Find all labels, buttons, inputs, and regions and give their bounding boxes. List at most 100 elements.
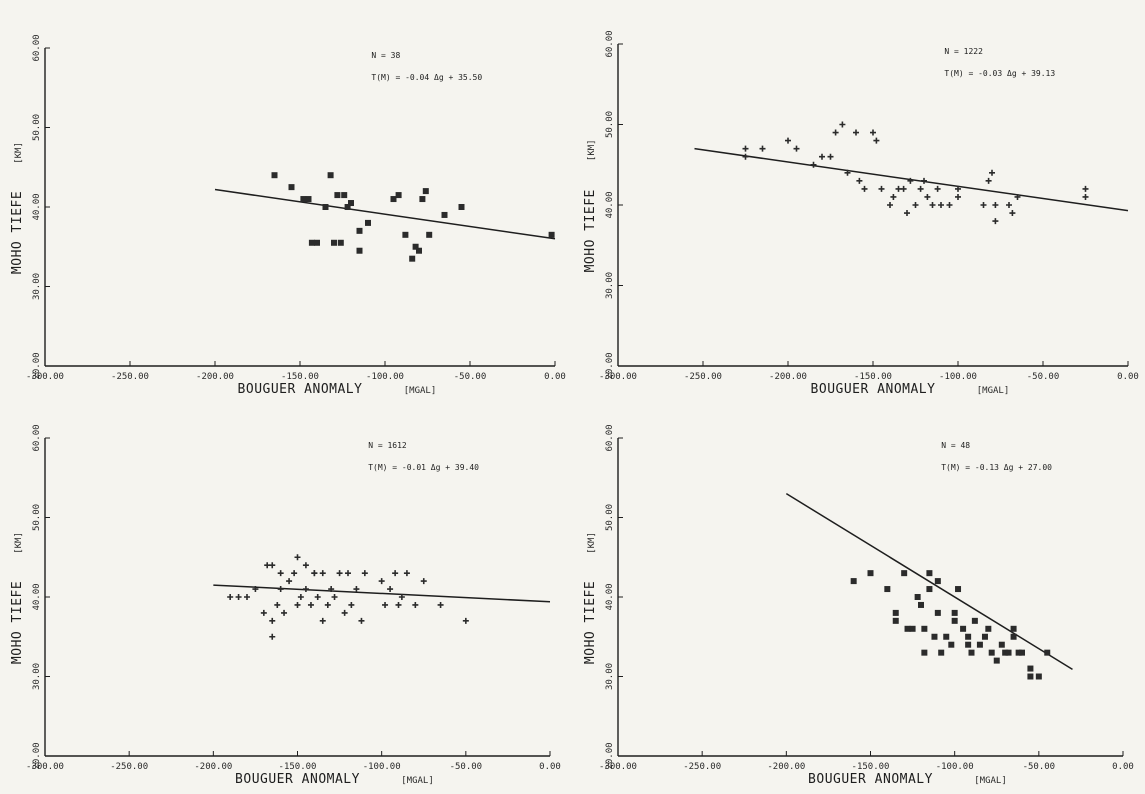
x-tick-label: -200.00: [769, 372, 807, 382]
data-point: [288, 184, 295, 191]
data-point: [988, 649, 995, 656]
data-point: [302, 586, 309, 593]
y-tick-label: 20.00: [605, 352, 615, 379]
y-tick-label: 20.00: [32, 742, 42, 769]
data-point: [946, 202, 953, 208]
data-point: [844, 169, 851, 176]
data-point: [921, 649, 928, 656]
data-point: [934, 578, 941, 585]
data-point: [810, 161, 817, 168]
data-point: [437, 601, 444, 608]
y-tick-label: 40.00: [32, 193, 42, 220]
data-point: [832, 129, 839, 136]
data-point: [909, 625, 916, 632]
y-axis-label: MOHO TIEFE: [583, 189, 598, 272]
x-tick-label: -250.00: [111, 372, 149, 382]
data-point: [416, 247, 422, 254]
data-point: [992, 202, 999, 208]
data-point: [403, 570, 410, 577]
data-point: [1035, 673, 1042, 680]
data-point: [291, 570, 298, 577]
x-tick-label: 0.00: [1117, 372, 1139, 382]
data-point: [948, 641, 955, 648]
regression-annotation: N = 1222: [944, 47, 983, 56]
y-tick-label: 50.00: [605, 504, 615, 531]
data-point: [227, 594, 234, 600]
x-axis-label: BOUGUER ANOMALY: [238, 382, 363, 397]
y-tick-label: 60.00: [32, 34, 42, 61]
data-point: [348, 200, 354, 207]
data-point: [308, 239, 315, 246]
regression-line: [785, 493, 1073, 670]
data-point: [1005, 649, 1012, 656]
data-point: [887, 202, 893, 208]
data-point: [785, 137, 791, 144]
data-point: [965, 641, 972, 648]
x-tick-label: 0.00: [544, 372, 566, 382]
data-point: [870, 129, 876, 136]
y-tick-label: 40.00: [605, 191, 615, 218]
data-point: [378, 578, 385, 585]
data-point: [960, 625, 967, 632]
y-tick-label: 30.00: [605, 663, 615, 690]
x-tick-label: -50.00: [450, 762, 483, 772]
data-point: [1082, 185, 1089, 192]
panel-top-left: -300.00 -250.00 -200.00 -150.00 -100.00 -50.0…: [10, 34, 566, 397]
data-point: [873, 137, 880, 144]
data-point: [1010, 633, 1017, 640]
data-point: [341, 192, 348, 199]
regression-annotation: N = 48: [941, 441, 970, 450]
data-point: [235, 594, 242, 600]
data-point: [441, 211, 448, 218]
regression-line: [214, 188, 556, 240]
data-point: [1082, 193, 1089, 200]
data-point: [305, 196, 312, 203]
data-point: [992, 218, 999, 225]
x-tick-label: -100.00: [939, 372, 977, 382]
regression-annotation: N = 1612: [368, 441, 407, 450]
data-point: [358, 617, 365, 624]
data-point: [951, 609, 958, 616]
data-point: [901, 570, 908, 577]
data-point: [819, 153, 825, 160]
data-point: [900, 185, 907, 192]
data-point: [976, 641, 983, 648]
data-point: [839, 121, 846, 128]
regression-annotation: T(M) = -0.03 Δg + 39.13: [944, 69, 1055, 78]
x-tick-label: -250.00: [110, 762, 148, 772]
data-point: [1015, 649, 1022, 656]
data-point: [344, 204, 351, 210]
regression-annotation: N = 38: [371, 51, 400, 60]
data-point: [1009, 210, 1016, 217]
x-tick-label: -250.00: [683, 762, 721, 772]
y-tick-label: 60.00: [605, 30, 615, 57]
y-tick-label: 60.00: [32, 424, 42, 451]
data-point: [361, 570, 368, 577]
y-tick-label: 60.00: [605, 424, 615, 451]
data-point: [356, 247, 363, 254]
x-axis-unit: [MGAL]: [974, 776, 1007, 786]
data-point: [1014, 193, 1021, 200]
data-point: [336, 570, 343, 577]
data-point: [419, 196, 426, 203]
x-tick-label: -150.00: [852, 762, 890, 772]
data-point: [277, 570, 284, 577]
data-point: [853, 129, 859, 136]
x-tick-label: -100.00: [363, 762, 401, 772]
data-point: [294, 554, 301, 561]
y-tick-label: 50.00: [605, 111, 615, 138]
x-tick-label: -50.00: [1027, 372, 1060, 382]
panel-bottom-right: -300.00 -250.00 -200.00 -150.00 -100.00 -50.0…: [583, 424, 1134, 787]
data-point: [934, 609, 941, 616]
data-point: [912, 202, 919, 208]
data-point: [264, 562, 271, 569]
data-point: [827, 153, 834, 160]
data-point: [322, 204, 329, 210]
data-point: [294, 601, 301, 608]
data-point: [742, 145, 749, 152]
y-axis-unit: [KM]: [587, 532, 597, 554]
data-point: [884, 586, 891, 593]
y-tick-label: 40.00: [605, 583, 615, 610]
x-tick-label: -50.00: [454, 372, 487, 382]
